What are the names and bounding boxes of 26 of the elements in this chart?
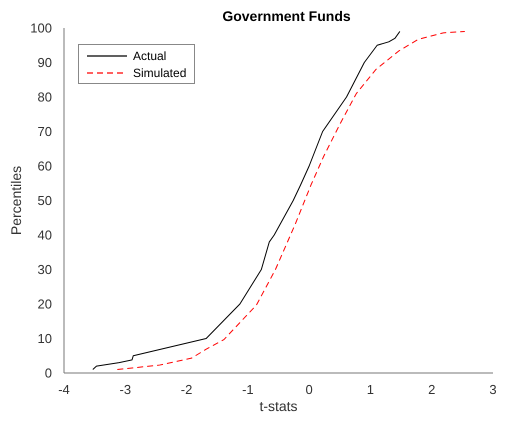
y-tick-label: 90	[38, 55, 52, 70]
x-tick-label: 0	[306, 382, 313, 398]
x-tick-label: 3	[489, 382, 497, 398]
line-series	[92, 30, 400, 370]
y-tick-label: 80	[38, 90, 52, 105]
y-tick-label: 30	[38, 262, 52, 278]
line-series	[116, 30, 466, 370]
x-tick-label: -2	[180, 382, 192, 398]
x-tick-label: 2	[428, 382, 436, 398]
y-tick-label: 100	[30, 20, 52, 36]
x-tick-label: -4	[58, 382, 70, 398]
y-tick-label: 40	[38, 228, 52, 243]
x-tick-label: -1	[242, 382, 254, 398]
y-tick-label: 0	[44, 366, 52, 381]
y-tick-label: 70	[38, 124, 52, 140]
y-axis-title: Percentiles	[8, 166, 24, 236]
y-tick-label: 20	[38, 296, 52, 312]
x-tick-label: -3	[120, 382, 132, 398]
y-tick-label: 60	[38, 158, 52, 174]
y-tick-label: 10	[38, 331, 52, 346]
legend-label: Simulated	[133, 66, 186, 80]
legend-label: Actual	[133, 48, 166, 62]
x-axis-title: t-stats	[259, 398, 298, 414]
chart-title: Government Funds	[222, 8, 351, 24]
y-tick-label: 50	[38, 193, 52, 208]
x-tick-label: 1	[366, 382, 374, 398]
